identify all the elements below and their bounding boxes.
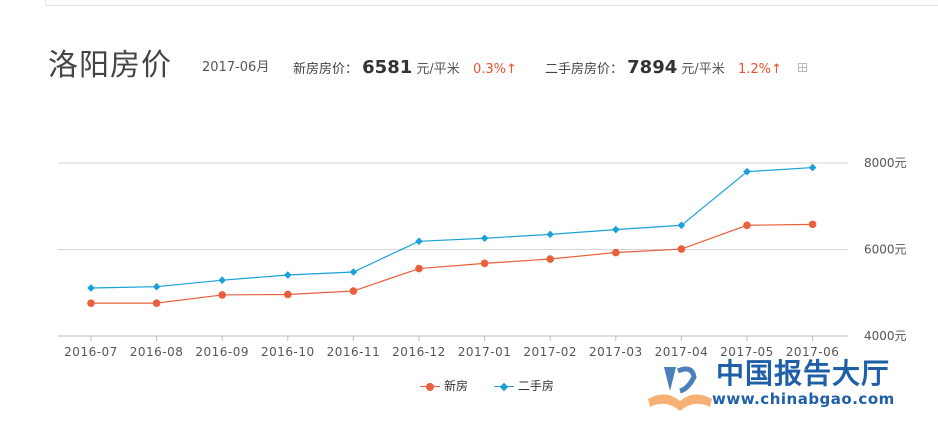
watermark-brand-cn: 中国报告大厅 [716, 357, 891, 390]
series-layer [87, 163, 817, 307]
axis-layer: 4000元 6000元 8000元 2016-07 2016-08 2016-09 2016… [64, 156, 906, 359]
data-point-second [218, 276, 226, 285]
price-line-chart: 4000元 6000元 8000元 2016-07 2016-08 2016-09 2016… [58, 156, 907, 359]
data-point-second [87, 284, 95, 292]
legend-new-label: 新房 [444, 379, 469, 393]
data-point-second [546, 230, 554, 239]
new-price-label: 新房房价： [293, 62, 359, 77]
y-tick-label: 8000元 [864, 156, 907, 170]
data-point-new [152, 299, 161, 307]
x-tick-label: 2016-09 [195, 345, 249, 359]
series-line-new [91, 223, 813, 304]
data-point-new [808, 220, 817, 229]
data-point-new [612, 248, 620, 257]
new-price-change: 0.3%↑ [472, 62, 517, 77]
legend-item-second[interactable]: 二手房 [493, 377, 554, 394]
data-point-new [415, 264, 423, 273]
legend-item-new[interactable]: 新房 [420, 377, 468, 394]
data-point-new [284, 290, 292, 299]
x-tick-label: 2016-07 [64, 345, 118, 359]
legend-second-swatch [493, 382, 514, 392]
watermark-logo-icon [648, 366, 712, 411]
top-frame [45, 0, 938, 6]
data-point-second [808, 163, 817, 172]
data-point-second [480, 234, 489, 243]
data-point-second [743, 167, 751, 176]
y-tick-label: 4000元 [864, 329, 907, 343]
legend-second-label: 二手房 [517, 379, 554, 393]
data-point-new [677, 245, 686, 253]
x-tick-label: 2017-04 [655, 345, 709, 359]
x-tick-label: 2017-02 [523, 345, 577, 359]
second-price-label: 二手房房价： [545, 62, 624, 77]
data-point-second [284, 271, 292, 279]
x-tick-label: 2016-11 [327, 345, 381, 359]
data-point-second [152, 282, 161, 291]
data-point-new [218, 291, 226, 299]
second-price-unit: 元/平米 [681, 62, 725, 77]
series-line-second [90, 166, 813, 289]
x-tick-label: 2016-12 [392, 345, 446, 359]
x-tick-label: 2017-06 [786, 345, 840, 359]
data-point-second [349, 268, 358, 276]
y-tick-label: 6000元 [864, 243, 907, 257]
data-point-second [612, 225, 620, 234]
x-tick-label: 2017-05 [720, 345, 774, 359]
new-price-summary: 新房房价： 6581 元/平米 0.3%↑ [293, 58, 517, 80]
second-price-value: 7894 [627, 57, 678, 78]
data-point-new [87, 299, 95, 307]
data-point-new [349, 287, 358, 295]
chart-legend: 新房 二手房 [420, 377, 576, 395]
report-date: 2017-06月 [202, 60, 270, 75]
page-title: 洛阳房价 [48, 48, 172, 83]
second-price-change: 1.2%↑ [737, 62, 782, 77]
watermark-brand-url: www.chinabgao.com [712, 390, 895, 408]
table-view-icon[interactable] [798, 63, 807, 72]
data-point-second [677, 221, 686, 230]
watermark: 中国报告大厅 www.chinabgao.com [644, 355, 929, 425]
x-tick-label: 2017-01 [458, 345, 512, 359]
new-price-unit: 元/平米 [416, 62, 460, 77]
grid-layer [58, 162, 848, 337]
second-price-summary: 二手房房价： 7894 元/平米 1.2%↑ [545, 58, 782, 80]
x-tick-label: 2016-08 [130, 345, 184, 359]
data-point-second [415, 237, 423, 246]
data-point-new [743, 221, 751, 230]
new-price-value: 6581 [362, 57, 413, 78]
legend-new-swatch [420, 382, 440, 392]
data-point-new [480, 259, 489, 268]
x-tick-label: 2016-10 [261, 345, 315, 359]
x-tick-label: 2017-03 [589, 345, 643, 359]
data-point-new [546, 255, 554, 263]
